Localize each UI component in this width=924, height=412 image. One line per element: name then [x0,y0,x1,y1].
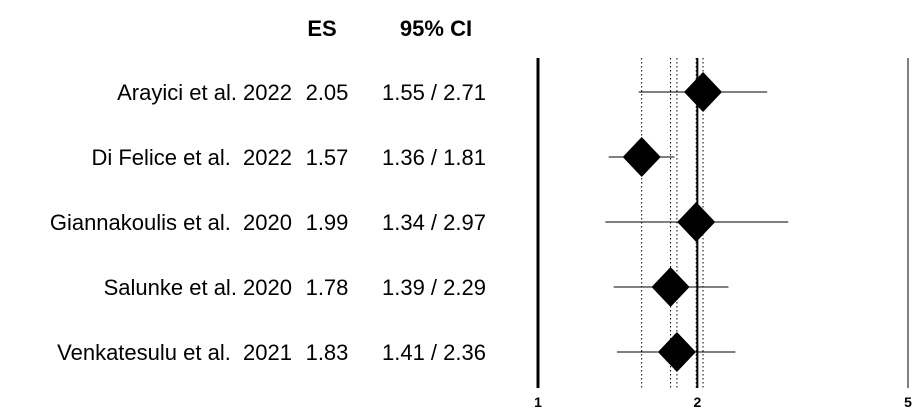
effect-size-value: 1.57 [306,145,349,170]
confidence-interval-value: 1.36 / 1.81 [382,145,486,170]
confidence-interval-value: 1.39 / 2.29 [382,275,486,300]
effect-size-value: 2.05 [306,80,349,105]
study-row: Giannakoulis et al. 2020 1.99 1.34 / 2.97 [50,202,789,242]
study-label: Arayici et al. 2022 [117,80,292,105]
x-tick-label: 5 [904,394,912,410]
study-label: Salunke et al. 2020 [104,275,292,300]
effect-size-value: 1.78 [306,275,349,300]
effect-size-marker [684,72,723,112]
study-rows: Arayici et al. 2022 2.05 1.55 / 2.71 Di Fel… [50,72,789,372]
axis-lines [536,58,909,388]
x-tick-label: 1 [534,394,542,410]
confidence-interval-value: 1.34 / 2.97 [382,210,486,235]
confidence-interval-value: 1.41 / 2.36 [382,340,486,365]
study-row: Salunke et al. 2020 1.78 1.39 / 2.29 [104,267,729,307]
effect-size-marker [657,332,696,372]
confidence-interval-value: 1.55 / 2.71 [382,80,486,105]
effect-size-marker [622,137,661,177]
effect-size-value: 1.83 [306,340,349,365]
effect-size-value: 1.99 [306,210,349,235]
effect-size-marker [651,267,690,307]
study-label: Di Felice et al. 2022 [91,145,292,170]
study-row: Arayici et al. 2022 2.05 1.55 / 2.71 [117,72,768,112]
x-axis-ticks: 1 2 5 [534,394,912,410]
ci-column-header: 95% CI [400,16,472,41]
study-label: Venkatesulu et al. 2021 [57,340,292,365]
effect-size-marker [677,202,716,242]
study-row: Di Felice et al. 2022 1.57 1.36 / 1.81 [91,137,675,177]
es-column-header: ES [307,16,336,41]
study-label: Giannakoulis et al. 2020 [50,210,292,235]
x-tick-label: 2 [693,394,701,410]
study-row: Venkatesulu et al. 2021 1.83 1.41 / 2.36 [57,332,736,372]
